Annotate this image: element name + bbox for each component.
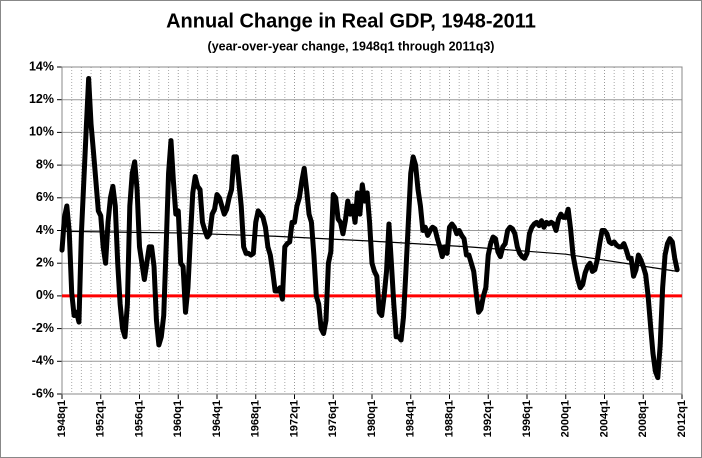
y-tick-label: -2% <box>32 321 54 335</box>
y-tick-label: 10% <box>29 125 54 139</box>
x-tick-label: 1980q1 <box>366 400 378 437</box>
x-tick-label: 2004q1 <box>598 400 610 437</box>
x-tick-label: 1988q1 <box>443 400 455 437</box>
x-tick-label: 1948q1 <box>56 400 68 437</box>
y-tick-label: 6% <box>36 190 54 204</box>
y-tick-label: 0% <box>36 288 54 302</box>
x-tick-label: 1964q1 <box>211 400 223 437</box>
x-tick-label: 1960q1 <box>172 400 184 437</box>
y-tick-label: 2% <box>36 255 54 269</box>
x-tick-label: 1996q1 <box>521 400 533 437</box>
x-tick-label: 1952q1 <box>95 400 107 437</box>
y-tick-label: 8% <box>36 157 54 171</box>
x-tick-label: 2012q1 <box>676 400 688 437</box>
x-tick-label: 1972q1 <box>288 400 300 437</box>
x-tick-label: 1976q1 <box>327 400 339 437</box>
data-line <box>59 75 680 381</box>
x-tick-label: 1968q1 <box>250 400 262 437</box>
y-tick-label: 4% <box>36 223 54 237</box>
y-tick-label: -4% <box>32 354 54 368</box>
chart-title: Annual Change in Real GDP, 1948-2011 <box>166 10 536 32</box>
x-tick-label: 2000q1 <box>560 400 572 437</box>
chart-subtitle: (year-over-year change, 1948q1 through 2… <box>208 39 495 53</box>
y-tick-label: -6% <box>32 386 54 400</box>
x-tick-label: 1956q1 <box>133 400 145 437</box>
trend-line <box>61 230 678 272</box>
x-tick-label: 2008q1 <box>637 400 649 437</box>
y-tick-label: 14% <box>29 59 54 73</box>
x-tick-label: 1984q1 <box>405 400 417 437</box>
y-tick-label: 12% <box>29 92 54 106</box>
x-tick-label: 1992q1 <box>482 400 494 437</box>
